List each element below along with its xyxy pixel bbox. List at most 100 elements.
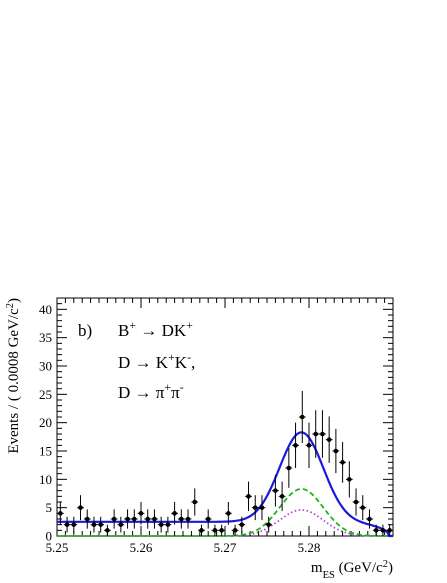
data-point — [379, 524, 387, 536]
data-point — [104, 524, 111, 536]
panel-label: b) — [78, 321, 92, 340]
data-point — [265, 516, 273, 533]
point-marker — [84, 516, 90, 522]
data-point — [164, 516, 172, 533]
data-point — [204, 509, 212, 529]
text-segment: B — [118, 321, 129, 340]
point-marker — [91, 522, 97, 527]
data-point — [151, 509, 158, 529]
text-segment: ) — [6, 298, 22, 303]
point-marker — [373, 528, 379, 533]
data-point — [298, 390, 306, 444]
text-segment: - — [187, 350, 191, 364]
decay-annotation: D → π+π- — [118, 380, 184, 402]
data-point — [211, 524, 219, 536]
x-tick-label: 5.25 — [46, 540, 69, 555]
data-point — [245, 481, 252, 512]
point-marker — [306, 443, 312, 448]
y-axis-title: Events / ( 0.0008 GeV/c2) — [5, 298, 23, 454]
data-point — [124, 509, 131, 529]
text-segment: K — [175, 353, 188, 372]
point-marker — [226, 511, 231, 516]
data-point — [77, 495, 84, 521]
data-point — [130, 509, 138, 529]
point-marker — [165, 522, 171, 527]
data-point — [312, 410, 320, 458]
point-marker — [111, 516, 117, 522]
data-point — [225, 502, 232, 525]
point-marker — [340, 460, 345, 465]
axis-ticks — [56, 297, 393, 537]
text-segment: + — [186, 318, 193, 332]
data-point — [372, 524, 380, 536]
point-marker — [118, 522, 124, 527]
point-marker — [299, 414, 305, 420]
data-point — [191, 488, 199, 516]
point-marker — [347, 477, 352, 482]
text-segment: π — [171, 383, 180, 402]
data-point — [231, 524, 239, 536]
point-marker — [259, 505, 265, 510]
data-point — [278, 481, 286, 512]
text-segment: D → K — [118, 353, 169, 372]
decay-annotation: D → K+K-, — [118, 350, 195, 372]
point-marker — [131, 516, 137, 522]
point-marker — [239, 522, 245, 527]
data-point — [345, 461, 353, 498]
point-marker — [387, 528, 392, 533]
x-tick-label: 5.26 — [130, 540, 153, 555]
data-point — [83, 509, 91, 529]
data-point — [332, 428, 340, 474]
data-point — [171, 502, 178, 525]
text-segment: , — [191, 353, 195, 372]
data-point — [57, 502, 64, 525]
point-marker — [179, 516, 184, 522]
point-marker — [246, 494, 251, 499]
data-point — [258, 495, 266, 521]
data-point — [366, 509, 373, 529]
point-marker — [320, 431, 325, 437]
point-marker — [333, 448, 339, 454]
data-point — [198, 524, 205, 536]
data-point — [285, 448, 293, 488]
point-marker — [98, 522, 103, 527]
data-point — [90, 516, 98, 533]
point-marker — [252, 505, 258, 510]
text-segment: - — [180, 380, 184, 394]
point-marker — [172, 511, 177, 516]
data-point — [352, 488, 360, 516]
chart-texts: b) B+ → DK+D → K+K-,D → π+π-mES (GeV/c2)E… — [5, 298, 394, 581]
text-segment: 2 — [383, 559, 388, 570]
point-marker — [353, 499, 359, 505]
total-fit-curve — [56, 431, 394, 538]
x-tick-label: 5.27 — [214, 540, 237, 555]
data-point — [177, 509, 185, 529]
data-point — [319, 410, 326, 458]
point-marker — [138, 511, 144, 516]
point-marker — [266, 522, 271, 527]
data-points — [57, 390, 393, 536]
data-point — [137, 502, 145, 525]
data-point — [157, 516, 165, 533]
data-point — [144, 509, 152, 529]
fit-curves — [56, 431, 394, 538]
data-point — [386, 524, 393, 536]
data-point — [325, 416, 333, 463]
point-marker — [219, 528, 224, 533]
point-marker — [232, 528, 238, 533]
point-marker — [273, 488, 278, 493]
point-marker — [212, 528, 218, 533]
y-tick-label: 35 — [39, 330, 52, 345]
data-point — [292, 422, 299, 468]
point-marker — [360, 505, 366, 510]
point-marker — [105, 528, 110, 533]
data-point — [70, 516, 78, 533]
y-tick-label: 40 — [39, 302, 52, 317]
point-marker — [64, 522, 70, 527]
point-marker — [279, 494, 285, 499]
y-tick-label: 25 — [39, 387, 52, 402]
y-tick-label: 20 — [39, 415, 52, 430]
data-point — [218, 524, 225, 536]
